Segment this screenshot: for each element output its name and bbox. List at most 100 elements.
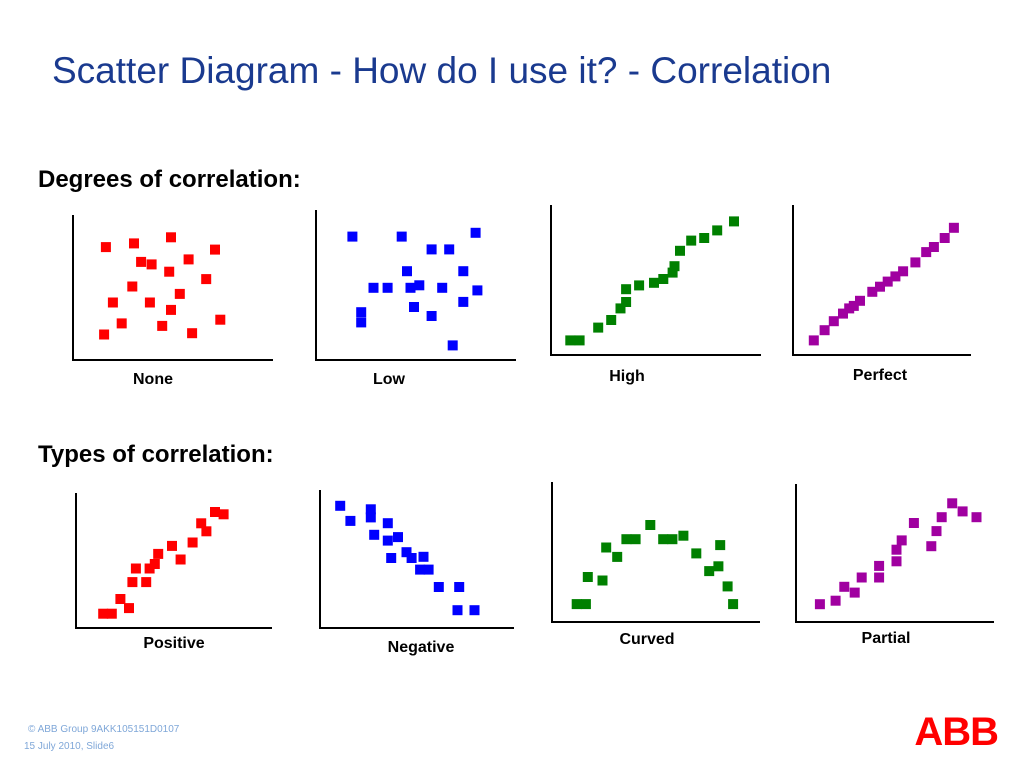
data-point	[115, 594, 126, 604]
data-point	[365, 512, 376, 523]
data-point	[345, 515, 356, 526]
data-point	[926, 541, 937, 552]
data-point	[423, 564, 434, 575]
data-point	[124, 603, 134, 614]
data-point	[127, 281, 138, 292]
data-point	[335, 500, 346, 511]
scatter-plot-high: High	[550, 205, 761, 385]
data-point	[98, 608, 109, 619]
data-point	[187, 537, 198, 548]
data-point	[365, 504, 376, 515]
section-heading-types: Types of correlation:	[38, 441, 274, 468]
data-point	[848, 300, 859, 311]
data-point	[667, 267, 678, 278]
data-point	[452, 605, 463, 616]
data-point	[691, 548, 702, 559]
data-point	[667, 534, 678, 545]
chart-label-high: High	[609, 368, 645, 385]
data-point	[144, 297, 155, 308]
data-point	[908, 518, 919, 528]
data-point	[669, 261, 680, 272]
data-point	[470, 227, 481, 238]
data-point	[175, 554, 186, 565]
data-point	[621, 297, 632, 307]
scatter-plot-partial: Partial	[795, 484, 994, 647]
data-point	[947, 498, 958, 509]
data-point	[712, 225, 723, 236]
scatter-plot-curved: Curved	[551, 482, 760, 648]
data-point	[356, 317, 367, 328]
data-point	[621, 534, 632, 545]
data-point	[704, 566, 715, 577]
data-point	[867, 286, 878, 297]
data-point	[658, 534, 669, 545]
data-point	[433, 582, 444, 592]
data-point	[426, 311, 437, 321]
data-point	[396, 231, 407, 242]
data-point	[830, 595, 841, 606]
data-point	[447, 340, 458, 351]
scatter-plot-perfect: Perfect	[792, 205, 971, 384]
data-point	[722, 581, 733, 592]
data-point	[728, 599, 739, 610]
data-point	[472, 285, 483, 296]
data-point	[116, 318, 127, 329]
data-point	[107, 297, 118, 308]
data-point	[100, 242, 111, 253]
data-point	[597, 575, 608, 586]
data-point	[187, 328, 198, 339]
data-point	[153, 548, 164, 559]
data-point	[393, 532, 403, 543]
data-point	[678, 530, 689, 541]
data-point	[130, 563, 141, 574]
slide-title: Scatter Diagram - How do I use it? - Cor…	[52, 50, 832, 91]
data-point	[713, 561, 724, 572]
data-point	[808, 335, 819, 346]
data-point	[174, 288, 185, 299]
data-point	[437, 282, 448, 293]
data-point	[574, 335, 585, 346]
data-point	[218, 509, 229, 520]
data-point	[196, 518, 207, 529]
data-point	[369, 529, 380, 540]
data-point	[368, 282, 379, 293]
scatter-plot-low: Low	[315, 210, 516, 388]
data-point	[215, 314, 226, 325]
data-point	[201, 274, 212, 285]
data-point	[971, 512, 982, 523]
data-point	[828, 316, 839, 327]
scatter-plot-positive: Positive	[75, 493, 272, 652]
data-point	[645, 520, 656, 530]
data-point	[382, 535, 393, 546]
data-point	[201, 526, 212, 537]
data-point	[849, 587, 860, 598]
data-point	[957, 506, 968, 517]
footer-date-slide: 15 July 2010, Slide6	[24, 741, 115, 752]
data-point	[210, 507, 220, 517]
chart-label-negative: Negative	[388, 639, 455, 656]
data-point	[606, 315, 617, 325]
data-point	[814, 599, 825, 610]
data-point	[921, 247, 932, 258]
data-point	[571, 599, 582, 610]
data-point	[615, 303, 626, 314]
data-point	[948, 222, 959, 233]
data-point	[164, 266, 175, 277]
data-point	[136, 256, 147, 267]
data-point	[406, 553, 417, 563]
data-point	[910, 257, 921, 268]
data-point	[382, 282, 393, 293]
data-point	[649, 277, 659, 288]
data-point	[415, 564, 426, 575]
data-point	[157, 320, 168, 331]
abb-logo: ABB	[914, 710, 999, 754]
data-point	[890, 271, 901, 282]
data-point	[874, 572, 885, 583]
data-point	[454, 582, 465, 592]
data-point	[146, 259, 157, 270]
chart-label-none: None	[133, 371, 173, 388]
chart-label-partial: Partial	[862, 630, 911, 647]
data-point	[855, 295, 865, 306]
data-point	[715, 540, 726, 551]
